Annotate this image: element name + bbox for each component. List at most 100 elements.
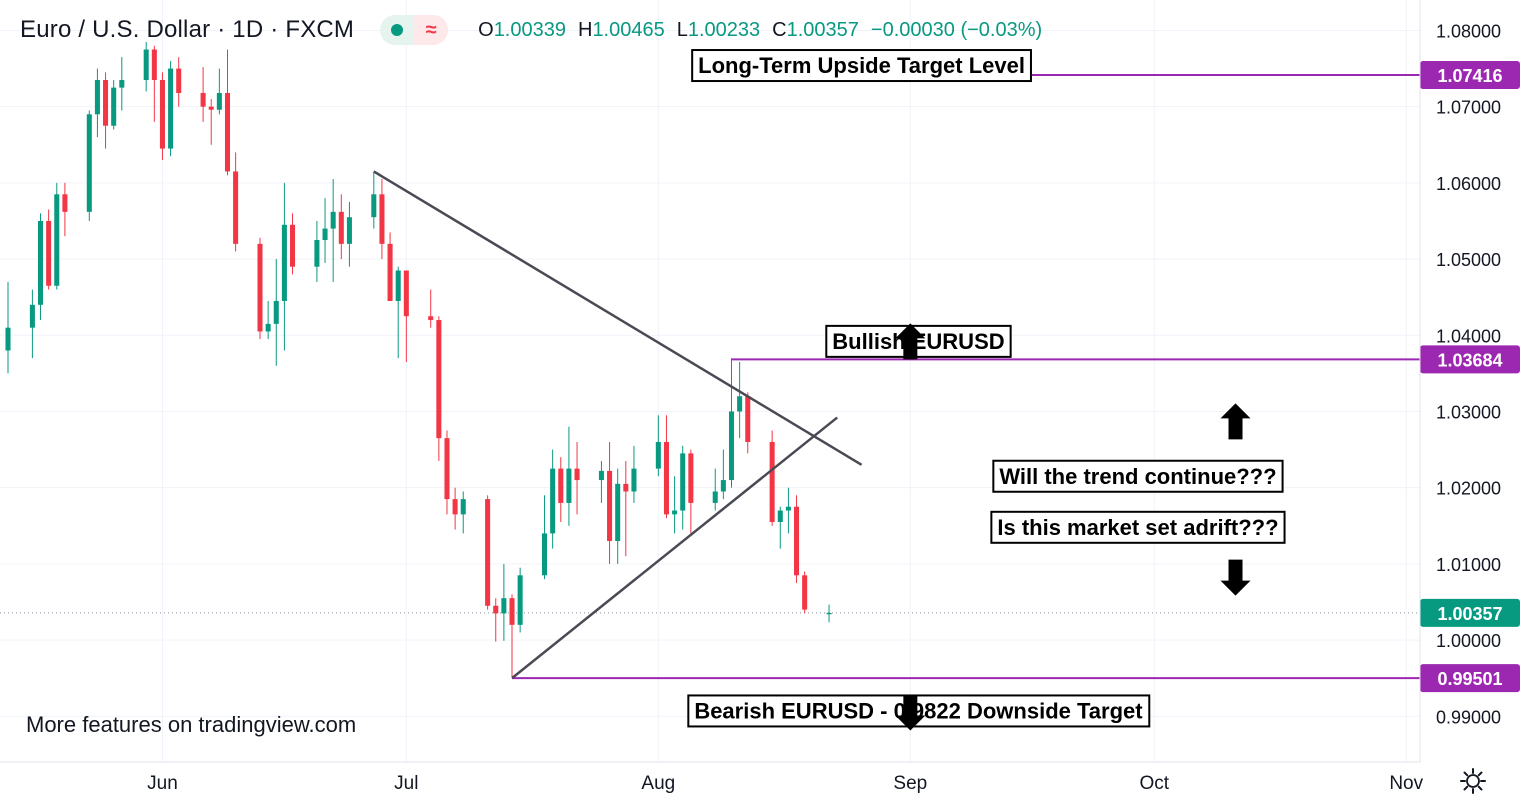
candle [273,259,279,366]
candle [542,495,548,580]
candle-body [208,106,214,110]
candle-body [517,575,523,625]
candle [338,194,344,260]
candle [200,67,206,122]
candle [550,449,556,549]
candle-body [769,441,775,522]
candle-body [176,68,182,93]
candle-body [62,194,68,212]
dot-icon [391,24,404,36]
date-tick-label: Aug [641,773,675,794]
candle-body [379,194,385,244]
candle [371,171,377,229]
candle [794,495,800,583]
arrow-down-icon [1220,559,1251,596]
candle-body [558,468,564,503]
candle [737,361,743,439]
candle-body [265,323,271,332]
candle-body [720,480,726,492]
candle-body [777,510,783,522]
candle [712,468,718,511]
trendline [373,170,863,466]
candle [46,209,52,290]
candle-body [436,320,442,439]
annotation-upside: Long-Term Upside Target Level [691,49,1032,83]
candle [607,441,613,564]
candle [119,57,125,111]
price-tick-label: 1.07000 [1436,98,1501,118]
candle [322,198,328,263]
candle [566,426,572,526]
candle [509,594,515,677]
candle [517,567,523,633]
candle-body [737,396,743,412]
candle-body [314,240,320,267]
candle [403,270,409,362]
candle [777,506,783,549]
candle-body [485,499,491,606]
price-tick-label: 1.00000 [1436,631,1501,651]
candle [623,461,629,557]
candle [598,461,604,503]
candle [224,49,231,176]
candle-body [103,80,109,126]
candle [436,316,442,462]
candle [168,60,174,157]
candle [233,152,239,252]
annotation-bullish: Bullish EURUSD [825,324,1012,358]
candle-body [168,68,174,149]
arrow-up-icon [895,323,926,360]
annotation-text: Long-Term Upside Target Level [698,53,1025,78]
candle-body [281,224,287,301]
candle-body [111,87,117,126]
candle [655,415,661,477]
candle-body [688,453,694,503]
candle [444,430,450,515]
market-open-badge[interactable] [380,15,415,45]
candle-body [598,470,604,481]
candle [208,99,214,145]
candle [672,476,678,534]
gear-icon[interactable] [1458,766,1488,796]
arrow-down-icon [895,694,926,731]
candle [769,430,775,526]
candle-body [159,80,165,149]
candle-body [338,211,344,244]
last-price-tag [1420,598,1520,627]
trendline [511,416,838,680]
annotation-text: Is this market set adrift??? [997,515,1278,540]
candle [379,179,385,260]
candle-body [403,270,409,317]
symbol-title[interactable]: Euro / U.S. Dollar · 1D · FXCM [20,16,354,44]
price-tick-label: 1.03000 [1436,402,1501,422]
candle [574,441,580,515]
candle-body [5,327,11,351]
candle-body [444,438,450,500]
candle [290,213,296,275]
candle [785,487,791,534]
annotation-text: Will the trend continue??? [999,464,1276,489]
candles [5,41,832,677]
watermark[interactable]: More features on tradingview.com [26,712,357,737]
candle [62,182,68,237]
candle [5,281,11,374]
candle-body [322,228,328,241]
price-tick-label: 0.99000 [1436,707,1501,727]
arrow-up-icon [1220,403,1251,440]
candle [387,232,393,301]
candle [485,495,491,610]
wave-icon[interactable]: ≈ [414,15,449,45]
grid [0,0,1420,762]
candle [54,182,60,290]
candle-body [273,300,279,324]
candle-body [233,171,239,244]
candle-body [37,220,44,305]
candle-body [86,114,92,212]
candle [663,415,669,519]
candle-body [143,49,149,81]
low-value: 1.00233 [687,18,761,41]
candle-body [371,194,377,218]
high-label: H [577,18,593,41]
symbol-name: Euro / U.S. Dollar [20,16,211,43]
